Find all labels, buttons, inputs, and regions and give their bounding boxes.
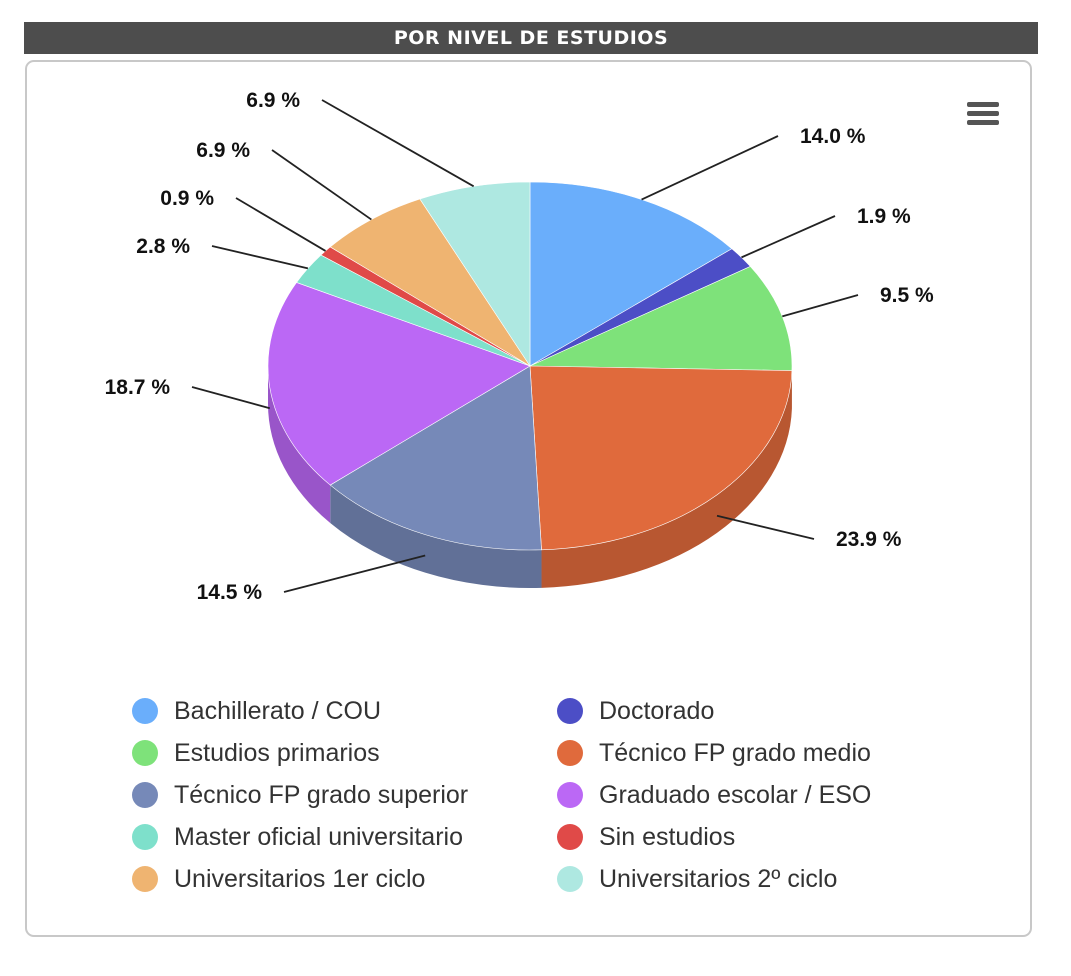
pie-data-label: 6.9 % bbox=[246, 89, 300, 112]
pie-label-connector bbox=[321, 99, 475, 188]
pie-label-connector bbox=[271, 149, 372, 221]
pie-slice-side bbox=[268, 366, 331, 524]
legend-label: Estudios primarios bbox=[174, 738, 380, 767]
pie-side-walls bbox=[268, 366, 792, 588]
pie-data-label: 6.9 % bbox=[196, 139, 250, 162]
pie-data-label: 9.5 % bbox=[880, 284, 934, 307]
pie-label-connector bbox=[235, 197, 326, 252]
legend-color-dot bbox=[557, 866, 583, 892]
pie-data-label: 2.8 % bbox=[136, 235, 190, 258]
pie-label-connector bbox=[211, 245, 309, 270]
legend-label: Doctorado bbox=[599, 696, 715, 725]
legend-item[interactable]: Graduado escolar / ESO bbox=[557, 778, 871, 812]
pie-label-connector bbox=[641, 135, 779, 201]
pie-slice-side bbox=[541, 370, 792, 588]
legend-item[interactable]: Técnico FP grado superior bbox=[132, 778, 468, 812]
pie-slice[interactable] bbox=[529, 181, 733, 367]
legend-item[interactable]: Técnico FP grado medio bbox=[557, 736, 871, 770]
pie-slice[interactable] bbox=[329, 365, 542, 551]
legend-label: Bachillerato / COU bbox=[174, 696, 382, 725]
legend-color-dot bbox=[132, 824, 158, 850]
chart-context-menu-button[interactable] bbox=[961, 96, 1005, 132]
hamburger-menu-icon-bar-bottom bbox=[967, 120, 999, 125]
legend-color-dot bbox=[132, 866, 158, 892]
hamburger-menu-icon-bar-top bbox=[967, 102, 999, 107]
pie-slice-side bbox=[330, 485, 542, 588]
legend-color-dot bbox=[557, 698, 583, 724]
pie-label-connector bbox=[716, 514, 815, 540]
legend-label: Universitarios 2º ciclo bbox=[599, 864, 838, 893]
legend-color-dot bbox=[557, 824, 583, 850]
hamburger-menu-icon-bar-middle bbox=[967, 111, 999, 116]
pie-label-connector bbox=[191, 386, 271, 410]
pie-label-connector bbox=[741, 215, 836, 259]
pie-data-label: 1.9 % bbox=[857, 205, 911, 228]
legend-label: Universitarios 1er ciclo bbox=[174, 864, 426, 893]
pie-data-label: 14.5 % bbox=[197, 581, 263, 604]
legend-label: Sin estudios bbox=[599, 822, 736, 851]
legend-color-dot bbox=[132, 698, 158, 724]
pie-slice[interactable] bbox=[529, 365, 793, 551]
legend-item[interactable]: Master oficial universitario bbox=[132, 820, 463, 854]
pie-slice[interactable] bbox=[267, 282, 531, 486]
legend-color-dot bbox=[132, 782, 158, 808]
legend-color-dot bbox=[132, 740, 158, 766]
pie-data-labels: 14.0 % 1.9 % 9.5 % 23.9 % 14.5 % 18.7 % 2.8 % 0… bbox=[105, 89, 934, 604]
legend-label: Master oficial universitario bbox=[174, 822, 463, 851]
pie-label-connector bbox=[283, 554, 426, 593]
pie-slices bbox=[267, 181, 793, 551]
legend-color-dot bbox=[557, 782, 583, 808]
legend-label: Técnico FP grado superior bbox=[174, 780, 469, 809]
legend-item[interactable]: Doctorado bbox=[557, 694, 714, 728]
legend-item[interactable]: Bachillerato / COU bbox=[132, 694, 381, 728]
legend-color-dot bbox=[557, 740, 583, 766]
legend-item[interactable]: Universitarios 1er ciclo bbox=[132, 862, 425, 896]
pie-slice[interactable] bbox=[329, 198, 531, 367]
pie-data-label: 0.9 % bbox=[160, 187, 214, 210]
chart-header-title: POR NIVEL DE ESTUDIOS bbox=[24, 22, 1038, 54]
legend-item[interactable]: Universitarios 2º ciclo bbox=[557, 862, 837, 896]
legend-item[interactable]: Estudios primarios bbox=[132, 736, 380, 770]
legend-label: Técnico FP grado medio bbox=[599, 738, 871, 767]
pie-data-label: 23.9 % bbox=[836, 528, 902, 551]
pie-label-connector bbox=[782, 294, 859, 318]
pie-data-label: 18.7 % bbox=[105, 376, 171, 399]
pie-data-label: 14.0 % bbox=[800, 125, 866, 148]
pie-slice[interactable] bbox=[529, 266, 793, 371]
legend-label: Graduado escolar / ESO bbox=[599, 780, 872, 809]
pie-slice[interactable] bbox=[419, 181, 531, 368]
legend-item[interactable]: Sin estudios bbox=[557, 820, 735, 854]
